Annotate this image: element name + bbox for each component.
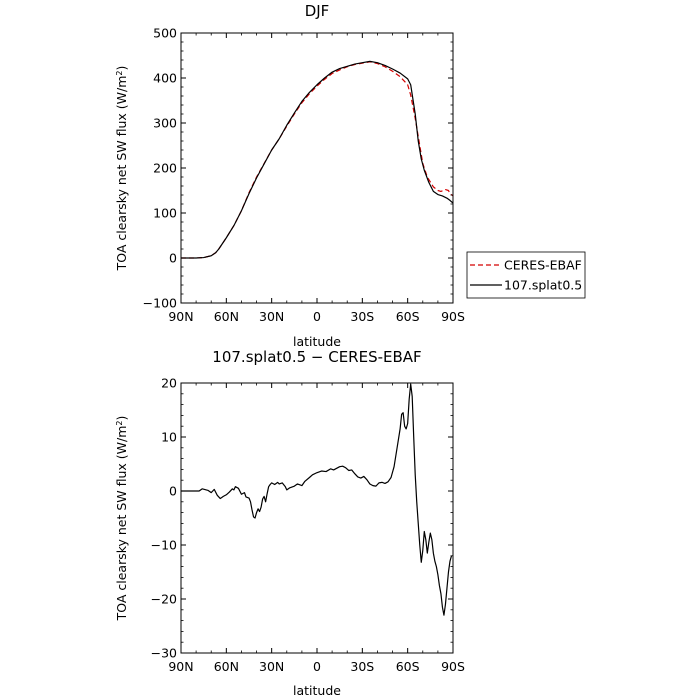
bottom-x-axis-label: latitude bbox=[293, 683, 341, 698]
top-chart-title: DJF bbox=[305, 2, 330, 20]
top-panel: DJF 90N 60N 30N 0 30S 60S 90S −100 0 100 200 300 400… bbox=[114, 2, 586, 349]
top-x-tick-label: 60S bbox=[396, 309, 420, 324]
top-y-label-sup: 2 bbox=[115, 70, 124, 75]
top-series-line-1 bbox=[181, 60, 454, 259]
top-x-tick-label: 30S bbox=[350, 309, 374, 324]
bottom-y-tick-label: 20 bbox=[161, 376, 177, 391]
bottom-x-tick-label: 0 bbox=[313, 659, 321, 674]
bottom-x-tick-label: 90N bbox=[168, 659, 193, 674]
top-y-tick-label: 0 bbox=[169, 251, 177, 266]
top-x-axis-label: latitude bbox=[293, 334, 341, 349]
bottom-x-tick-label: 60S bbox=[396, 659, 420, 674]
bottom-y-tick-label: −20 bbox=[151, 592, 177, 607]
bottom-series-line-0 bbox=[181, 383, 453, 616]
top-x-tick-label: 60N bbox=[214, 309, 239, 324]
bottom-y-label-close: ) bbox=[114, 416, 129, 421]
legend-label-107-splat: 107.splat0.5 bbox=[504, 278, 582, 293]
bottom-y-tick-label: 0 bbox=[169, 484, 177, 499]
top-y-label-main: TOA clearsky net SW flux (W/m bbox=[114, 76, 129, 272]
top-series-layer bbox=[181, 60, 454, 259]
bottom-x-tick-label: 90S bbox=[441, 659, 465, 674]
top-x-tick-label: 90S bbox=[441, 309, 465, 324]
bottom-x-tick-label: 60N bbox=[214, 659, 239, 674]
top-y-label-close: ) bbox=[114, 66, 129, 71]
top-x-tick-label: 30N bbox=[259, 309, 284, 324]
bottom-x-tick-label: 30S bbox=[350, 659, 374, 674]
bottom-y-tick-label: −30 bbox=[151, 646, 177, 661]
legend-label-ceres-ebaf: CERES-EBAF bbox=[504, 258, 582, 273]
bottom-chart-title: 107.splat0.5 − CERES-EBAF bbox=[212, 348, 421, 366]
bottom-y-axis-label: TOA clearsky net SW flux (W/m2) bbox=[114, 416, 129, 622]
bottom-plot-frame bbox=[180, 382, 454, 654]
top-x-tick-label: 0 bbox=[313, 309, 321, 324]
bottom-panel: 107.splat0.5 − CERES-EBAF 90N 60N 30N 0 30S 6… bbox=[114, 348, 465, 698]
top-y-axis-label: TOA clearsky net SW flux (W/m2) bbox=[114, 66, 129, 272]
bottom-y-tick-label: 10 bbox=[161, 430, 177, 445]
top-y-tick-label: 200 bbox=[153, 161, 177, 176]
top-axes: 90N 60N 30N 0 30S 60S 90S −100 0 100 200 300 400 500 bbox=[143, 26, 465, 325]
top-x-tick-label: 90N bbox=[168, 309, 193, 324]
bottom-x-tick-label: 30N bbox=[259, 659, 284, 674]
bottom-y-tick-label: −10 bbox=[151, 538, 177, 553]
top-y-tick-label: −100 bbox=[143, 296, 177, 311]
top-y-tick-label: 500 bbox=[153, 26, 177, 41]
top-y-tick-label: 300 bbox=[153, 116, 177, 131]
top-y-tick-label: 400 bbox=[153, 71, 177, 86]
bottom-axes: 90N 60N 30N 0 30S 60S 90S −30 −20 −10 0 10 20 bbox=[151, 376, 465, 675]
bottom-y-label-main: TOA clearsky net SW flux (W/m bbox=[114, 426, 129, 622]
top-y-tick-label: 100 bbox=[153, 206, 177, 221]
legend: CERES-EBAF 107.splat0.5 bbox=[466, 251, 586, 299]
top-plot-frame bbox=[180, 32, 454, 304]
legend-box bbox=[466, 251, 586, 299]
bottom-y-label-sup: 2 bbox=[115, 420, 124, 425]
bottom-series-layer bbox=[181, 383, 453, 616]
